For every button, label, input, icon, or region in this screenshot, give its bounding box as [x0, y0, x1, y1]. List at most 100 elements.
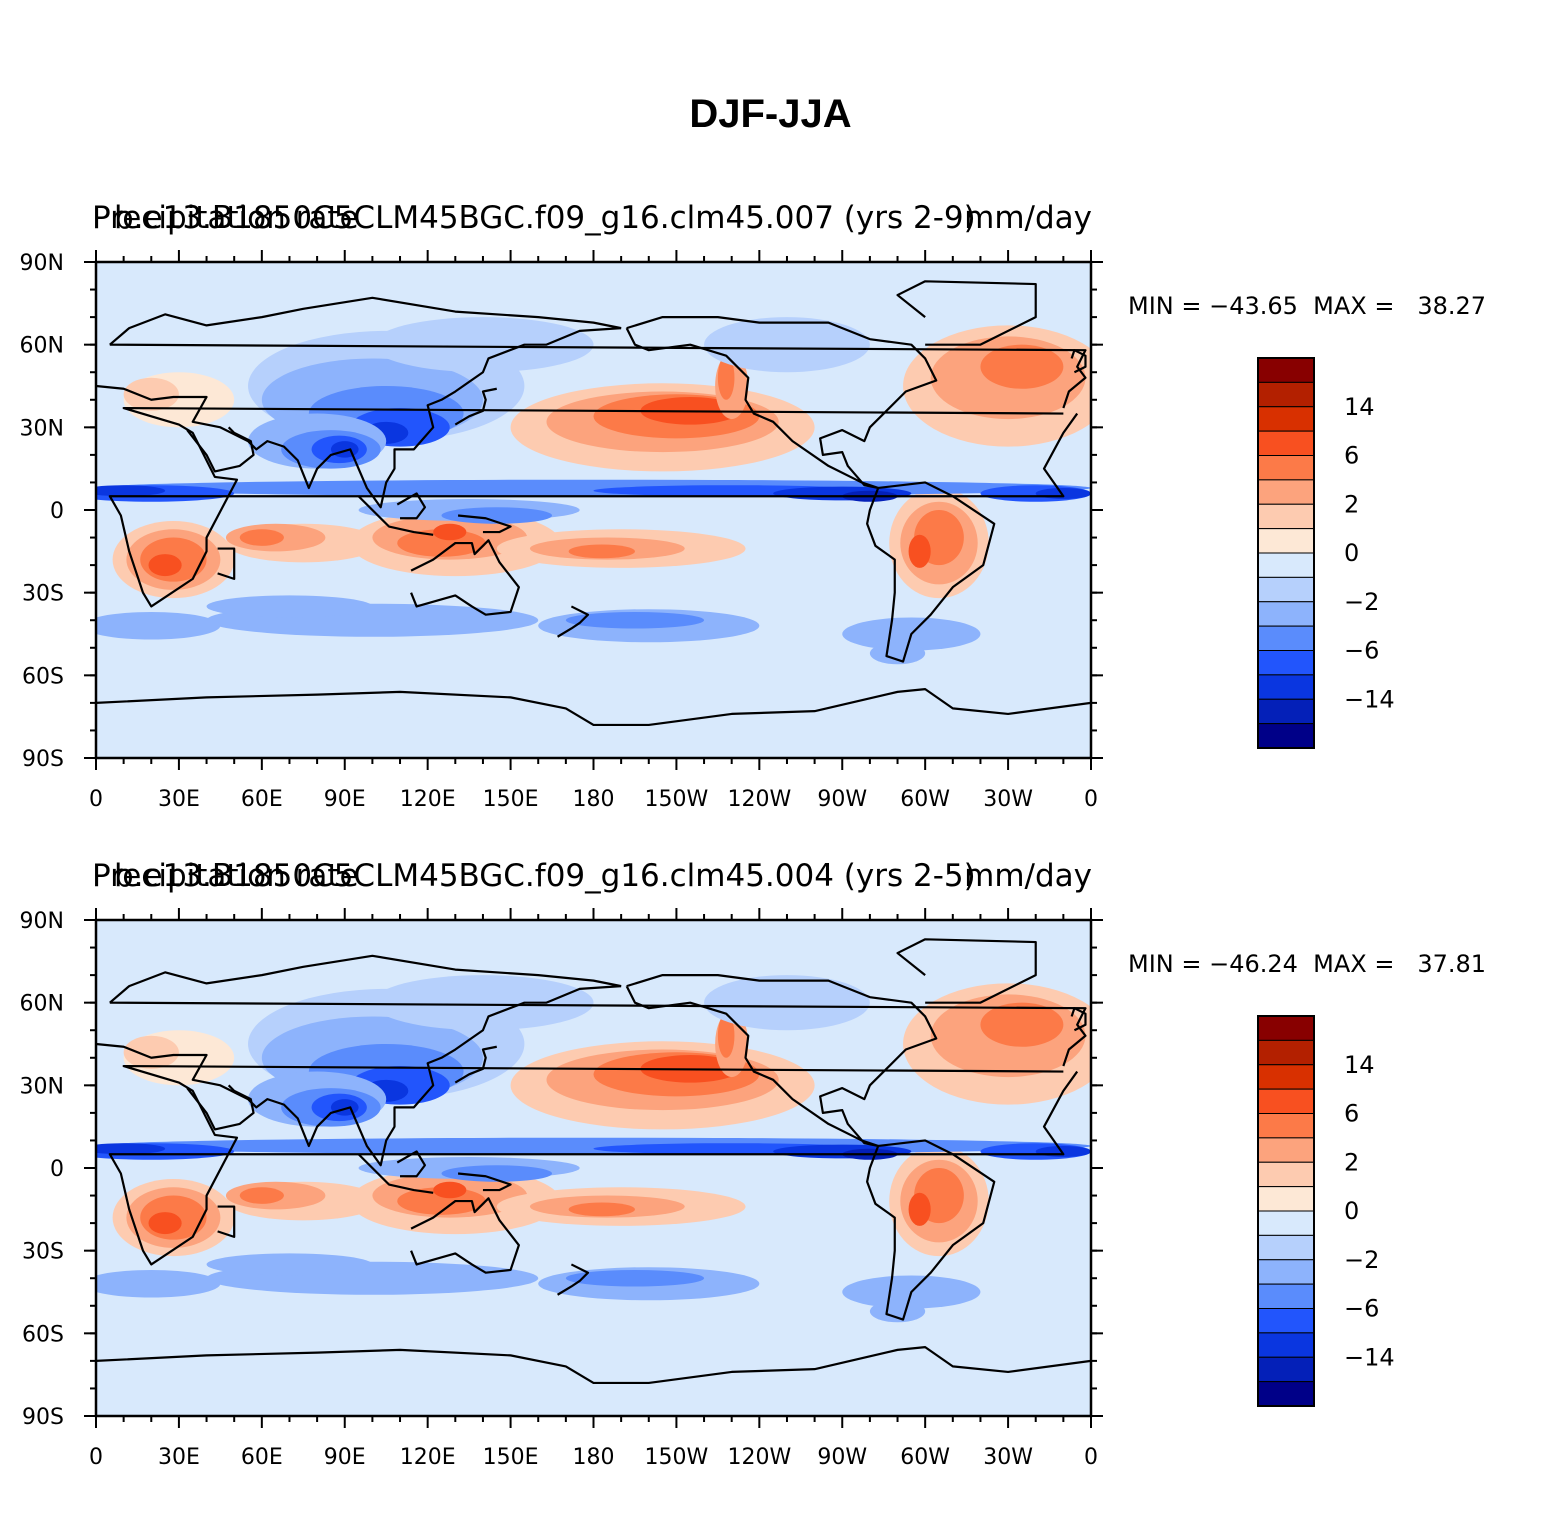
lon-tick-label: 60W	[900, 1445, 950, 1470]
contour-region	[123, 1035, 179, 1069]
left-string: Precipitation rate	[92, 200, 359, 236]
contour-region	[123, 377, 179, 411]
contour-region	[433, 1181, 467, 1199]
contour-region	[330, 441, 359, 458]
coastline	[625, 316, 938, 490]
colorbar-swatch	[1257, 1015, 1315, 1041]
coastline	[896, 280, 1037, 346]
lat-tick-label: 30S	[22, 582, 64, 607]
contour-region	[1035, 1145, 1091, 1157]
colorbar-swatch	[1257, 1283, 1315, 1309]
coastline	[896, 938, 1037, 1004]
coastline	[557, 605, 590, 638]
min-max-label: MIN = −43.65 MAX = 38.27	[1128, 292, 1487, 320]
contour-region	[869, 642, 926, 665]
contour-region	[648, 1322, 870, 1345]
contour-region	[704, 317, 870, 373]
contour-region	[908, 1192, 931, 1226]
coastline	[186, 1084, 255, 1131]
contour-region	[786, 1319, 1064, 1348]
colorbar-label: −14	[1344, 1343, 1395, 1371]
lon-tick-label: 90W	[817, 787, 867, 812]
lon-tick-label: 0	[1084, 1445, 1098, 1470]
contour-region	[704, 975, 870, 1031]
colorbar-swatch	[1257, 1332, 1315, 1358]
lon-tick-label: 30E	[158, 787, 200, 812]
coastline	[109, 296, 622, 346]
contour-region	[648, 664, 870, 687]
lon-tick-label: 90E	[324, 1445, 366, 1470]
coastline	[96, 1346, 1091, 1385]
contour-region	[1035, 487, 1091, 499]
coastline	[217, 547, 236, 580]
coastline	[357, 495, 434, 536]
contour-region	[96, 485, 166, 497]
contour-region	[441, 1165, 553, 1182]
coastline	[96, 327, 622, 509]
lat-tick-label: 0	[50, 1157, 64, 1182]
coastline	[108, 1064, 1079, 1266]
colorbar-swatch	[1257, 1064, 1315, 1090]
coastline	[109, 1001, 1087, 1067]
colorbar-swatch	[1257, 357, 1315, 383]
lon-tick-label: 30W	[983, 1445, 1033, 1470]
coastline	[1070, 1007, 1087, 1032]
colorbar: 14 6 2 0 −2 −6 −14	[1257, 1015, 1395, 1407]
colorbar-swatch	[1257, 601, 1315, 627]
contour-region	[980, 344, 1064, 389]
colorbar-swatch	[1257, 1259, 1315, 1285]
lon-tick-label: 150E	[483, 1445, 539, 1470]
contour-region	[565, 1269, 705, 1287]
coastline	[108, 406, 1079, 608]
contour-region	[148, 554, 182, 577]
colorbar-swatch	[1257, 650, 1315, 676]
colorbar-label: −14	[1344, 685, 1395, 713]
lon-tick-label: 60E	[241, 787, 283, 812]
lon-tick-label: 30W	[983, 787, 1033, 812]
coastlines	[96, 280, 1091, 727]
colorbar-frame	[1257, 357, 1315, 749]
units-string: mm/day	[964, 200, 1092, 236]
colorbar-label: 14	[1344, 1051, 1375, 1079]
lat-tick-label: 60S	[22, 664, 64, 689]
coastline	[866, 481, 996, 663]
lat-tick-label: 30N	[20, 416, 64, 441]
colorbar-label: 0	[1344, 1197, 1359, 1225]
contour-region	[239, 1187, 284, 1204]
panel-header: Precipitation rate b.e13.B1850C5CLM45BGC…	[92, 200, 1092, 240]
coastlines	[96, 938, 1091, 1385]
colorbar-swatch	[1257, 406, 1315, 432]
colorbar-swatch	[1257, 1356, 1315, 1383]
lon-tick-label: 0	[89, 787, 103, 812]
left-string: Precipitation rate	[92, 858, 359, 894]
coastline	[96, 688, 1091, 727]
contour-region	[206, 1253, 373, 1276]
lon-tick-label: 60E	[241, 1445, 283, 1470]
lon-tick-label: 150W	[645, 787, 709, 812]
lat-tick-label: 0	[50, 499, 64, 524]
contour-region	[96, 479, 1091, 497]
coastline	[186, 426, 255, 473]
contour-region	[96, 1143, 166, 1155]
contour-region	[239, 529, 284, 546]
contour-region	[206, 595, 373, 618]
coastline	[396, 492, 427, 520]
colorbar-swatch	[1257, 1088, 1315, 1114]
coastline	[109, 343, 1087, 409]
colorbar: 14 6 2 0 −2 −6 −14	[1257, 357, 1395, 749]
panel-header: Precipitation rate b.e13.B1850C5CLM45BGC…	[92, 858, 1092, 898]
colorbar-swatch	[1257, 479, 1315, 505]
contour-region	[433, 523, 467, 541]
colorbar-swatch	[1257, 576, 1315, 603]
coastline	[454, 387, 497, 426]
figure-title: DJF-JJA	[689, 92, 852, 136]
contour-region	[96, 1269, 221, 1298]
contour-region	[96, 680, 1091, 725]
contour-fill	[96, 920, 1091, 1416]
lon-tick-label: 120W	[727, 1445, 791, 1470]
colorbar-swatch	[1257, 723, 1315, 749]
coastline	[357, 1153, 434, 1194]
contour-region	[96, 1338, 1091, 1383]
colorbar-label: −6	[1344, 637, 1379, 665]
contour-region	[980, 1002, 1064, 1047]
